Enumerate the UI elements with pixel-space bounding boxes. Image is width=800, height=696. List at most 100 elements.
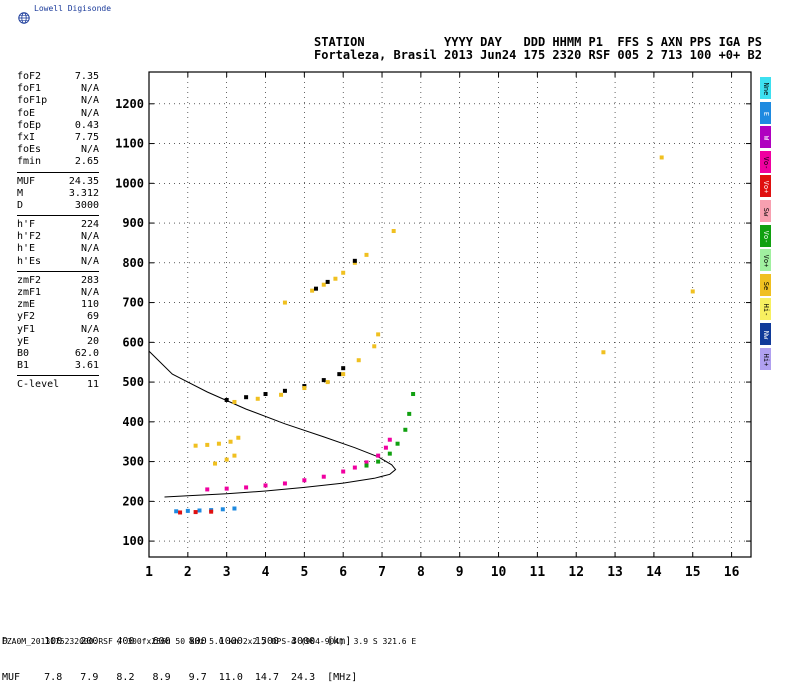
trace-point: [376, 453, 381, 458]
y-tick-label: 1000: [115, 176, 144, 190]
trace-point: [376, 459, 381, 464]
y-tick-label: 900: [122, 216, 144, 230]
parameter-label: zmF2: [17, 274, 42, 286]
muf-value: 8.9: [134, 672, 171, 683]
electron-density-profile: [148, 350, 397, 498]
parameter-value: 110: [80, 299, 99, 311]
parameter-label: C-level: [17, 379, 60, 391]
parameter-label: yF2: [17, 311, 36, 323]
x-tick-label: 6: [339, 565, 347, 580]
trace-point: [341, 270, 346, 275]
x-tick-label: 5: [300, 565, 308, 580]
trace-point: [224, 457, 229, 462]
parameter-label: h'F2: [17, 231, 42, 243]
trace-point: [372, 344, 377, 349]
y-tick-label: 1100: [115, 137, 144, 151]
parameter-row: foEs N/A: [17, 144, 99, 156]
parameter-separator: [17, 215, 99, 217]
parameter-row: B0 62.0: [17, 348, 99, 360]
parameter-row: h'E N/A: [17, 243, 99, 255]
logo: Lowell Digisonde: [8, 2, 158, 24]
parameter-label: fmin: [17, 156, 42, 168]
y-tick-label: 400: [122, 415, 144, 429]
parameter-row: zmE 110: [17, 299, 99, 311]
parameter-value: 283: [80, 274, 99, 286]
parameter-label: yF1: [17, 323, 36, 335]
trace-point: [364, 463, 369, 468]
trace-point: [325, 279, 330, 284]
legend-swatch: Hi+: [760, 347, 771, 370]
trace-point: [333, 276, 338, 281]
parameter-value: 11: [86, 379, 99, 391]
parameter-separator: [17, 171, 99, 173]
parameter-value: 2.65: [74, 156, 99, 168]
trace-point: [216, 441, 221, 446]
parameter-label: h'Es: [17, 255, 42, 267]
d-value: 800: [170, 636, 207, 647]
trace-point: [356, 358, 361, 363]
trace-point: [376, 332, 381, 337]
parameter-label: foF1: [17, 83, 42, 95]
parameter-label: foEp: [17, 119, 42, 131]
legend-label: Vo+: [762, 254, 770, 268]
trace-point: [232, 399, 237, 404]
parameter-label: zmE: [17, 299, 36, 311]
parameter-row: C-level 11: [17, 379, 99, 391]
muf-label: MUF: [2, 672, 27, 683]
parameter-label: fxI: [17, 131, 36, 143]
parameter-value: 3.312: [68, 187, 99, 199]
parameter-separator: [17, 375, 99, 377]
trace-point: [387, 437, 392, 442]
y-tick-label: 300: [122, 455, 144, 469]
parameter-value: 24.35: [68, 175, 99, 187]
parameter-label: foF1p: [17, 95, 48, 107]
parameter-value: N/A: [80, 323, 99, 335]
d-value: 400: [98, 636, 135, 647]
trace-point: [244, 395, 249, 400]
trace-point: [321, 474, 326, 479]
parameter-value: 62.0: [74, 347, 99, 359]
parameter-row: yF1 N/A: [17, 324, 99, 336]
muf-value: 11.0: [206, 672, 243, 683]
trace-point: [263, 392, 268, 397]
legend-label: Vo+: [762, 181, 770, 194]
trace-point: [403, 427, 408, 432]
parameter-row: h'F 224: [17, 219, 99, 231]
x-tick-label: 7: [378, 565, 386, 580]
parameter-row: B1 3.61: [17, 360, 99, 372]
d-value: 1000: [206, 636, 243, 647]
trace-point: [282, 388, 287, 393]
muf-value: 8.2: [98, 672, 135, 683]
x-tick-label: 12: [568, 565, 584, 580]
y-tick-label: 500: [122, 375, 144, 389]
legend-swatch: Se: [760, 273, 771, 296]
parameter-row: zmF1 N/A: [17, 287, 99, 299]
trace-point: [325, 380, 330, 385]
x-tick-label: 9: [456, 565, 464, 580]
d-value: 200: [62, 636, 99, 647]
y-tick-label: 800: [122, 256, 144, 270]
y-tick-label: 100: [122, 534, 144, 548]
trace-point: [185, 508, 190, 513]
parameter-row: yF2 69: [17, 311, 99, 323]
x-tick-label: 4: [262, 565, 270, 580]
d-unit: [km]: [315, 636, 352, 647]
x-tick-label: 14: [646, 565, 662, 580]
trace-point: [178, 510, 183, 515]
trace-point: [220, 507, 225, 512]
trace-point: [236, 435, 241, 440]
parameter-separator: [17, 270, 99, 272]
parameter-row: D 3000: [17, 200, 99, 212]
trace-point: [228, 439, 233, 444]
trace-point: [205, 487, 210, 492]
legend-swatch: Vo-: [760, 150, 771, 173]
parameter-value: N/A: [80, 243, 99, 255]
trace-point: [263, 483, 268, 488]
trace-point: [659, 155, 664, 160]
parameter-value: N/A: [80, 144, 99, 156]
x-tick-label: 13: [607, 565, 623, 580]
d-value: 100: [26, 636, 63, 647]
parameter-label: h'E: [17, 243, 36, 255]
trace-point: [314, 286, 319, 291]
trace-point: [321, 282, 326, 287]
